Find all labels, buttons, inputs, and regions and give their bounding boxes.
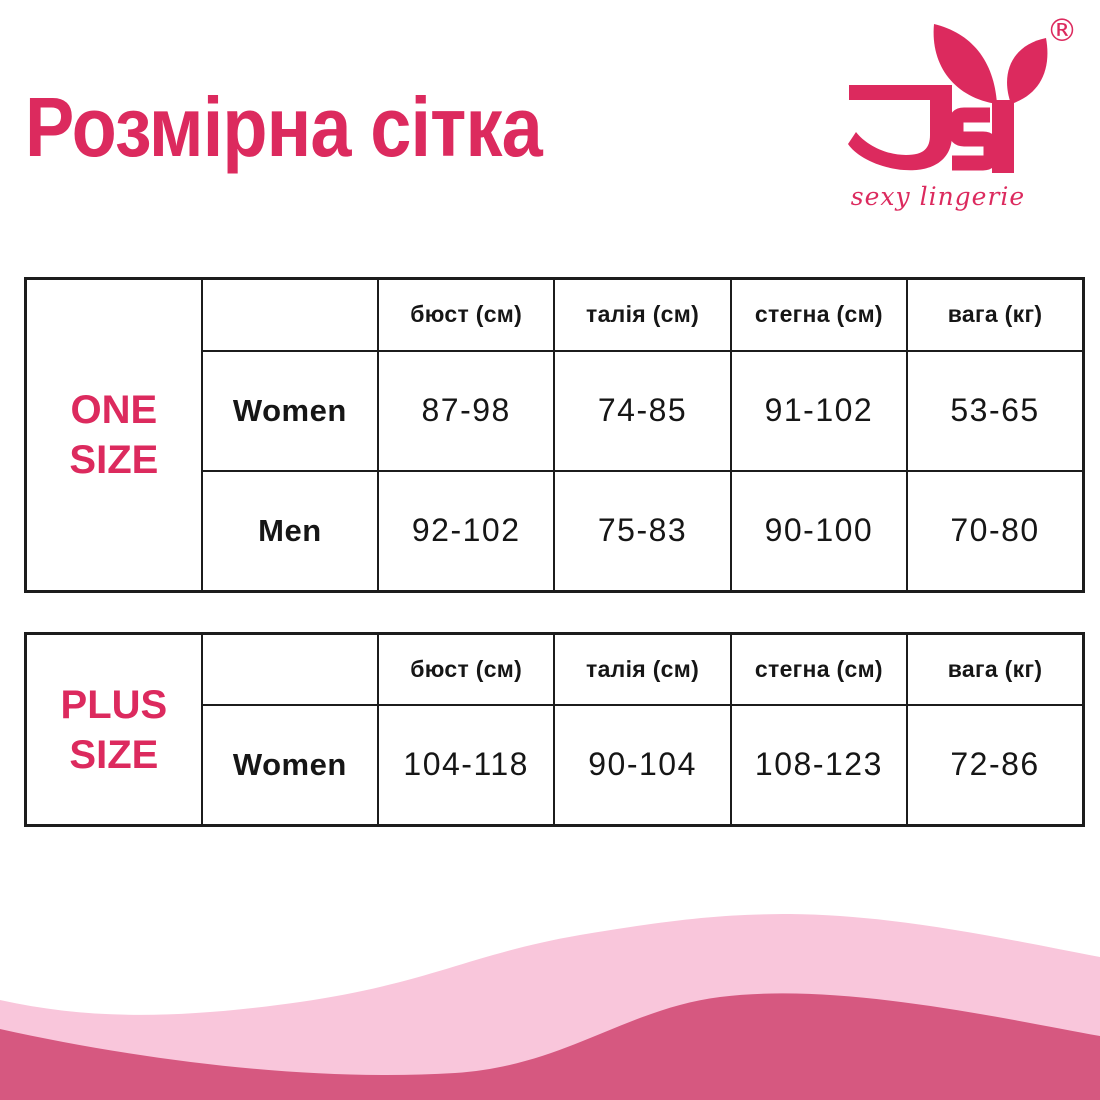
column-header-bust: бюст (см) <box>376 277 556 352</box>
value-cell: 72-86 <box>906 703 1085 827</box>
value-cell: 53-65 <box>906 349 1085 472</box>
value-cell: 91-102 <box>729 349 909 472</box>
table-row: Women 104-118 90-104 108-123 72-86 <box>26 703 1085 827</box>
table-row: Women 87-98 74-85 91-102 53-65 <box>26 349 1085 472</box>
row-label-women: Women <box>200 349 380 472</box>
jsy-logo: ® sexy lingerie <box>840 5 1090 215</box>
footer-waves <box>0 859 1100 1100</box>
column-header-weight: вага (кг) <box>906 277 1085 352</box>
row-label-women: Women <box>200 703 380 827</box>
registered-mark: ® <box>1047 13 1078 49</box>
value-cell: 90-100 <box>729 469 909 593</box>
table-row: Men 92-102 75-83 90-100 70-80 <box>26 469 1085 593</box>
wave-dark-shape <box>0 993 1100 1100</box>
logo-letter-s <box>948 107 999 171</box>
logo-letter-j <box>848 85 952 171</box>
column-header-bust: бюст (см) <box>376 632 556 706</box>
one-size-table: ONE SIZE бюст (см) талія (см) стегна (см… <box>24 277 1085 593</box>
value-cell: 74-85 <box>553 349 732 472</box>
column-header-weight: вага (кг) <box>906 632 1085 706</box>
logo-letter-y-stem <box>992 100 1014 173</box>
corner-empty-cell <box>200 632 380 706</box>
size-label-one-size: ONE SIZE <box>24 277 203 593</box>
column-header-hips: стегна (см) <box>729 632 909 706</box>
column-header-waist: талія (см) <box>553 277 732 352</box>
size-label-line: SIZE <box>69 732 159 777</box>
column-header-waist: талія (см) <box>553 632 732 706</box>
value-cell: 104-118 <box>376 703 556 827</box>
value-cell: 75-83 <box>553 469 732 593</box>
logo-leaf-right <box>1007 38 1048 104</box>
value-cell: 70-80 <box>906 469 1085 593</box>
size-label-line: ONE <box>70 388 158 432</box>
size-label-line: PLUS <box>60 682 168 727</box>
plus-size-table: PLUS SIZE бюст (см) талія (см) стегна (с… <box>24 632 1085 827</box>
value-cell: 90-104 <box>553 703 732 827</box>
logo-leaf-left <box>933 24 997 104</box>
value-cell: 92-102 <box>376 469 556 593</box>
page-title: Розмірна сітка <box>25 80 543 174</box>
row-label-men: Men <box>200 469 380 593</box>
brand-tagline: sexy lingerie <box>851 182 1025 211</box>
column-header-hips: стегна (см) <box>729 277 909 352</box>
size-label-line: SIZE <box>69 438 159 482</box>
value-cell: 108-123 <box>729 703 909 827</box>
corner-empty-cell <box>200 277 380 352</box>
jsy-logo-icon: ® sexy lingerie <box>848 13 1078 211</box>
size-label-plus-size: PLUS SIZE <box>24 632 203 827</box>
value-cell: 87-98 <box>376 349 556 472</box>
